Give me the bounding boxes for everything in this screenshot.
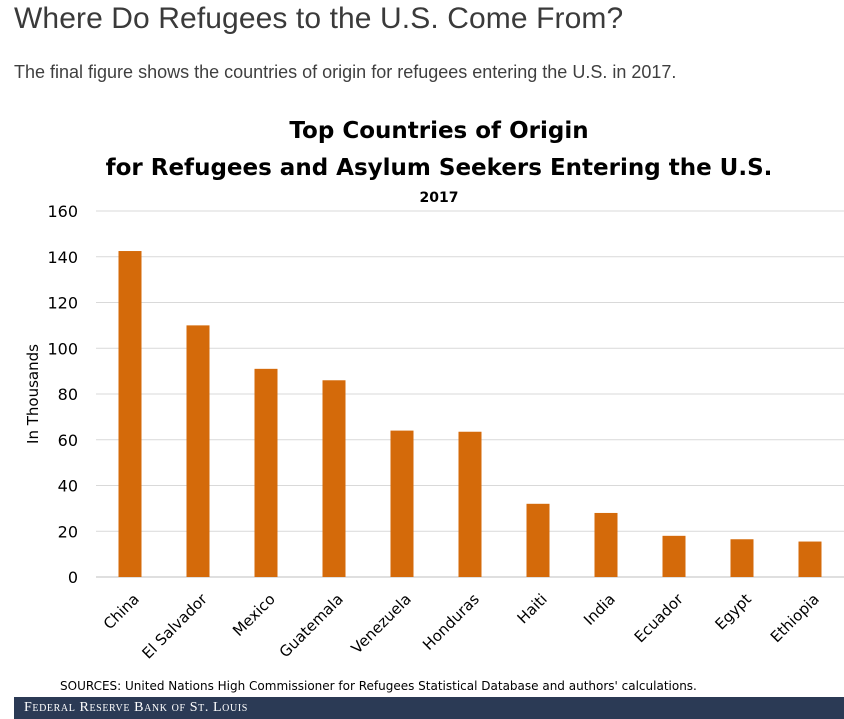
y-tick-label: 40: [58, 477, 78, 496]
x-tick-label: Guatemala: [276, 590, 347, 661]
x-tick-label: El Salvador: [139, 590, 212, 663]
x-tick-label: Ethiopia: [767, 590, 823, 646]
bar-venezuela: [390, 430, 414, 577]
y-tick-label: 140: [47, 248, 78, 267]
x-tick-label: Haiti: [514, 590, 551, 627]
chart-y-tick-labels: 0 20 40 60 80 100 120 140 160: [47, 202, 78, 587]
x-tick-label: Honduras: [419, 590, 483, 654]
chart-title: Top Countries of Origin: [289, 118, 588, 144]
footer-bar: Federal Reserve Bank of St. Louis: [14, 697, 844, 719]
y-tick-label: 160: [47, 202, 78, 221]
chart-source-note: SOURCES: United Nations High Commissione…: [60, 679, 697, 693]
bar-india: [594, 512, 618, 577]
bar-el-salvador: [186, 325, 210, 577]
bar-honduras: [458, 431, 482, 577]
bar-ethiopia: [798, 541, 822, 577]
bar-mexico: [254, 368, 278, 577]
chart-subtitle: 2017: [420, 190, 459, 206]
x-tick-label: Ecuador: [631, 590, 688, 647]
bar-ecuador: [662, 535, 686, 577]
x-tick-label: Venezuela: [348, 590, 415, 657]
y-tick-label: 60: [58, 431, 78, 450]
footer-brand: Federal Reserve Bank of St. Louis: [24, 700, 248, 715]
y-axis-label: In Thousands: [24, 344, 42, 444]
y-tick-label: 120: [47, 294, 78, 313]
page-intro: The final figure shows the countries of …: [14, 62, 677, 82]
chart-bars: [118, 251, 822, 577]
x-tick-label: Mexico: [229, 590, 279, 640]
y-tick-label: 20: [58, 522, 78, 541]
y-tick-label: 100: [47, 339, 78, 358]
x-tick-label: China: [100, 590, 143, 633]
bar-egypt: [730, 539, 754, 577]
bar-guatemala: [322, 380, 346, 577]
bar-haiti: [526, 503, 550, 577]
x-tick-label: Egypt: [711, 590, 754, 633]
bar-china: [118, 251, 142, 577]
x-tick-label: India: [580, 590, 619, 629]
page-heading: Where Do Refugees to the U.S. Come From?: [14, 2, 624, 35]
y-tick-label: 80: [58, 385, 78, 404]
chart-title-line-2: for Refugees and Asylum Seekers Entering…: [106, 155, 773, 181]
y-tick-label: 0: [68, 568, 78, 587]
